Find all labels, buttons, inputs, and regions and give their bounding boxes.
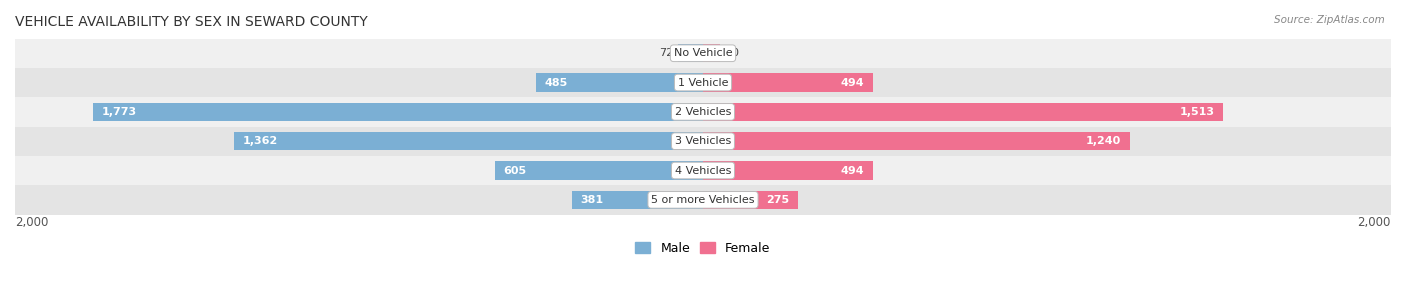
- Bar: [15, 185, 1391, 215]
- Bar: [93, 103, 703, 121]
- Text: 2,000: 2,000: [15, 216, 48, 229]
- Bar: [572, 191, 703, 209]
- Legend: Male, Female: Male, Female: [630, 237, 776, 260]
- Text: 1,240: 1,240: [1085, 136, 1121, 146]
- Text: 275: 275: [766, 195, 789, 205]
- Text: 1 Vehicle: 1 Vehicle: [678, 77, 728, 88]
- Bar: [235, 132, 703, 150]
- Bar: [703, 132, 1129, 150]
- Text: VEHICLE AVAILABILITY BY SEX IN SEWARD COUNTY: VEHICLE AVAILABILITY BY SEX IN SEWARD CO…: [15, 15, 368, 29]
- Bar: [703, 44, 720, 62]
- Text: 1,513: 1,513: [1180, 107, 1215, 117]
- Text: Source: ZipAtlas.com: Source: ZipAtlas.com: [1274, 15, 1385, 25]
- Bar: [703, 162, 873, 180]
- Bar: [15, 39, 1391, 68]
- Text: 2 Vehicles: 2 Vehicles: [675, 107, 731, 117]
- Bar: [15, 127, 1391, 156]
- Text: 72: 72: [659, 48, 673, 58]
- Bar: [15, 97, 1391, 127]
- Bar: [703, 191, 797, 209]
- Text: No Vehicle: No Vehicle: [673, 48, 733, 58]
- Text: 485: 485: [544, 77, 568, 88]
- Bar: [678, 44, 703, 62]
- Text: 381: 381: [581, 195, 603, 205]
- Text: 3 Vehicles: 3 Vehicles: [675, 136, 731, 146]
- Text: 1,773: 1,773: [101, 107, 136, 117]
- Bar: [703, 103, 1223, 121]
- Text: 4 Vehicles: 4 Vehicles: [675, 166, 731, 176]
- Bar: [495, 162, 703, 180]
- Text: 494: 494: [841, 166, 865, 176]
- Text: 2,000: 2,000: [1358, 216, 1391, 229]
- Bar: [703, 73, 873, 92]
- Text: 50: 50: [725, 48, 740, 58]
- Bar: [15, 156, 1391, 185]
- Text: 1,362: 1,362: [243, 136, 278, 146]
- Bar: [536, 73, 703, 92]
- Bar: [15, 68, 1391, 97]
- Text: 494: 494: [841, 77, 865, 88]
- Text: 605: 605: [503, 166, 527, 176]
- Text: 5 or more Vehicles: 5 or more Vehicles: [651, 195, 755, 205]
